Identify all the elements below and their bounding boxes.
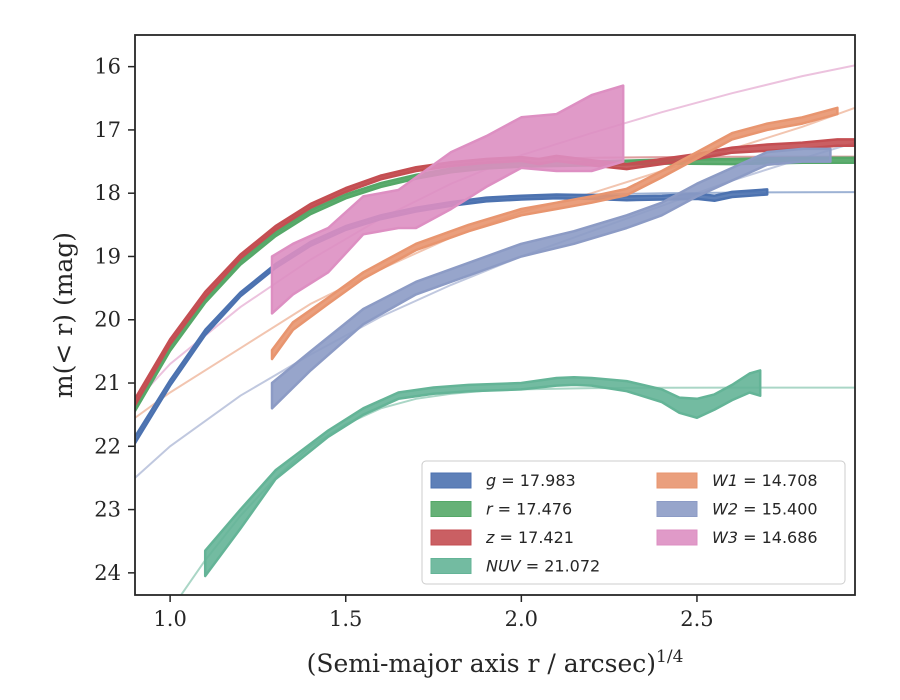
axes-frame	[134, 34, 856, 596]
profile-band-z	[135, 138, 855, 407]
y-tick-label: 20	[94, 308, 121, 332]
x-tick-label: 2.0	[505, 607, 538, 631]
legend-label-w1: W1 = 14.708	[712, 471, 818, 490]
y-tick-label: 24	[94, 561, 121, 585]
legend-label-w2: W2 = 15.400	[712, 500, 818, 519]
y-tick-label: 23	[94, 498, 121, 522]
x-tick-label: 1.5	[329, 607, 362, 631]
y-tick-label: 22	[94, 434, 121, 458]
legend-label-w3: W3 = 14.686	[712, 528, 818, 547]
x-axis-title: (Semi-major axis r / arcsec)1/4	[307, 647, 684, 678]
y-tick-label: 16	[94, 55, 121, 79]
legend-swatch-g	[430, 472, 472, 489]
y-tick-label: 18	[94, 181, 121, 205]
legend-label-z: z = 17.421	[485, 528, 574, 547]
profile-band-r	[135, 156, 855, 413]
legend-swatch-w3	[656, 529, 698, 546]
plot-area	[135, 64, 855, 595]
y-axis-title: m(< r) (mag)	[49, 232, 78, 398]
legend-label-nuv: NUV = 21.072	[486, 557, 600, 576]
y-axis: 16 17 18 19 20 21 22 23 24	[94, 55, 135, 585]
legend-label-g: g = 17.983	[486, 471, 576, 490]
profile-band-w2	[270, 147, 832, 410]
y-tick-label: 19	[94, 244, 121, 268]
model-curve-w2	[135, 141, 855, 479]
legend-swatch-w1	[656, 472, 698, 489]
profile-band-w3	[270, 84, 625, 315]
y-tick-label: 21	[94, 371, 121, 395]
x-axis: 1.0 1.5 2.0 2.5	[153, 595, 714, 631]
y-tick-label: 17	[94, 118, 121, 142]
profile-band-nuv	[203, 369, 762, 578]
legend-swatch-r	[430, 501, 472, 517]
legend-swatch-z	[430, 529, 472, 546]
legend: g = 17.983 r = 17.476 z = 17.421 NUV = 21.0…	[421, 460, 846, 585]
x-tick-label: 2.5	[680, 607, 713, 631]
x-tick-label: 1.0	[153, 607, 186, 631]
legend-label-r: r = 17.476	[486, 500, 572, 519]
legend-swatch-nuv	[430, 558, 472, 574]
profile-band-w1	[270, 106, 839, 361]
legend-swatch-w2	[656, 501, 698, 517]
legend-box	[421, 460, 846, 585]
